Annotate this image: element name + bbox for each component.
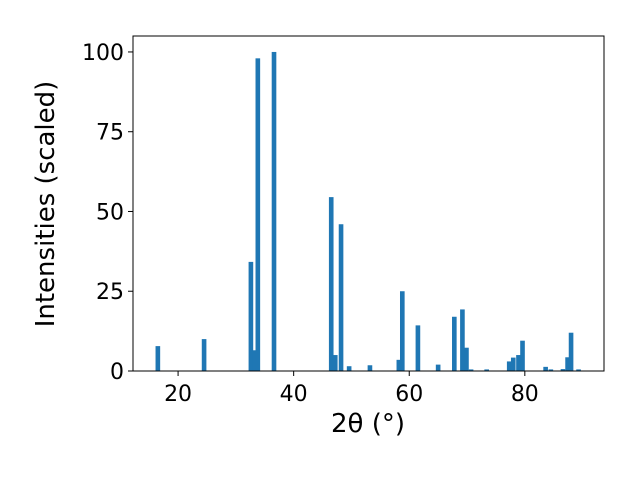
bar	[396, 359, 402, 371]
bar	[252, 350, 257, 371]
bar	[328, 197, 334, 371]
y-tick-label: 100	[82, 41, 124, 66]
bar	[576, 369, 581, 371]
x-tick-label: 60	[395, 382, 423, 407]
bar	[520, 340, 525, 371]
bar	[460, 309, 465, 371]
bar	[516, 355, 521, 371]
x-tick-label: 80	[511, 382, 539, 407]
y-axis-label: Intensities (scaled)	[31, 81, 61, 328]
y-tick-label: 25	[96, 280, 124, 305]
bar	[468, 369, 474, 371]
x-tick-label: 20	[164, 382, 192, 407]
x-axis-label: 2θ (°)	[331, 409, 405, 439]
bar	[560, 369, 566, 371]
bar	[346, 366, 352, 371]
y-tick-label: 0	[110, 360, 124, 385]
x-tick-label: 40	[280, 382, 308, 407]
bar	[464, 347, 469, 371]
plot-frame	[132, 35, 605, 372]
y-tick-label: 75	[96, 121, 124, 146]
bar	[332, 355, 338, 371]
bar	[155, 346, 161, 371]
bar	[435, 364, 441, 371]
bar	[484, 369, 489, 371]
bar	[367, 365, 373, 371]
bar	[338, 224, 344, 371]
bar	[415, 325, 421, 371]
bar	[506, 361, 512, 371]
bar	[255, 58, 261, 371]
bar	[565, 357, 570, 371]
y-tick-label: 50	[96, 200, 124, 225]
bar	[201, 339, 207, 371]
bar	[248, 261, 254, 371]
bar	[510, 357, 516, 371]
bar	[548, 369, 554, 371]
bar	[452, 316, 457, 371]
bar	[271, 51, 277, 371]
bar	[568, 332, 574, 371]
bar	[399, 291, 405, 371]
bar	[543, 366, 548, 371]
